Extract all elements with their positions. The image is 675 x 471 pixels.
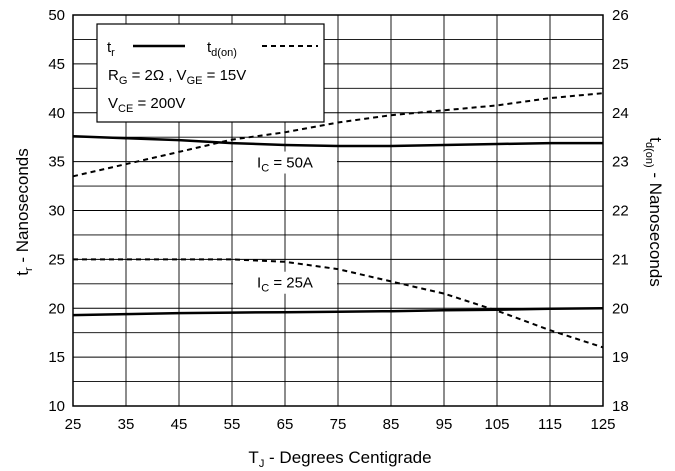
x-tick-label: 95: [436, 416, 453, 433]
y-left-tick-label: 20: [48, 300, 65, 317]
x-tick-label: 115: [538, 416, 562, 433]
y-left-tick-label: 50: [48, 7, 65, 24]
annotations: IC = 50A IC = 25A: [233, 151, 337, 295]
y-right-tick-label: 19: [612, 349, 629, 366]
x-tick-label: 55: [224, 416, 241, 433]
y-right-tick-label: 18: [612, 398, 629, 415]
series-line-2: [72, 92, 604, 178]
x-tick-label: 125: [590, 416, 615, 433]
y-left-axis-title: tr - Nanoseconds: [13, 148, 35, 275]
y-left-tick-label: 45: [48, 56, 65, 73]
x-tick-label: 45: [171, 416, 188, 433]
plot-frame-rect: [72, 14, 604, 407]
y-right-tick-label: 23: [612, 154, 629, 171]
tick-labels: 25 35 45 55 65 75 85 95 105 115 125 10 15 20 25 30 35 40 4…: [48, 7, 628, 433]
x-tick-label: 85: [383, 416, 400, 433]
y-right-tick-label: 22: [612, 203, 629, 220]
series-line-1: [72, 134, 603, 148]
x-tick-label: 25: [65, 416, 82, 433]
y-right-tick-label: 21: [612, 251, 629, 268]
series-layer: [72, 92, 604, 349]
legend-conditions-line1: RG = 2Ω , VGE = 15V: [108, 67, 246, 87]
y-left-tick-label: 40: [48, 105, 65, 122]
y-right-tick-label: 24: [612, 105, 629, 122]
annotation-bg: [233, 271, 337, 294]
plot-frame: [72, 14, 604, 407]
x-tick-label: 75: [330, 416, 347, 433]
y-left-tick-label: 25: [48, 251, 65, 268]
x-tick-label: 65: [277, 416, 294, 433]
y-right-tick-label: 25: [612, 56, 629, 73]
x-axis-title: TJ - Degrees Centigrade: [248, 448, 431, 470]
series-line-4: [73, 258, 604, 349]
annotation-bg: [233, 151, 337, 174]
y-right-tick-label: 26: [612, 7, 629, 24]
x-tick-label: 105: [484, 416, 509, 433]
annotation-ic-1: IC = 50A: [257, 155, 313, 175]
y-left-tick-label: 15: [48, 349, 65, 366]
legend: tr td(on) RG = 2Ω , VGE = 15V VCE = 200V: [96, 23, 325, 123]
y-left-tick-label: 30: [48, 203, 65, 220]
y-right-axis-title: td(on) - Nanoseconds: [643, 137, 665, 287]
x-tick-label: 35: [118, 416, 135, 433]
y-left-tick-label: 10: [48, 398, 65, 415]
y-left-tick-label: 35: [48, 154, 65, 171]
annotation-ic-2: IC = 25A: [257, 275, 313, 295]
legend-box: [96, 23, 325, 123]
series-line-3: [72, 307, 604, 317]
legend-tr-label: tr: [107, 39, 115, 59]
legend-conditions-line2: VCE = 200V: [108, 95, 185, 115]
legend-td-label: td(on): [207, 39, 237, 59]
y-right-tick-label: 20: [612, 300, 629, 317]
